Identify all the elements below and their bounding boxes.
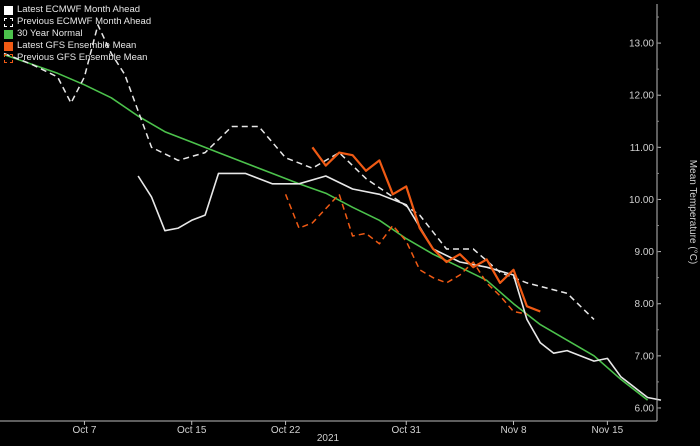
series-line-previous-gfs-ensemble-mean	[284, 193, 528, 315]
series-line-latest-ecmwf-month-ahead	[137, 172, 662, 401]
y-tick-label: 11.00	[630, 143, 655, 154]
x-tick-label: Oct 31	[392, 425, 422, 436]
x-tick-label: Oct 22	[271, 425, 301, 436]
legend-item-latest-ecmwf-month-ahead: Latest ECMWF Month Ahead	[4, 4, 151, 16]
y-axis-title: Mean Temperature (°C)	[687, 160, 698, 264]
legend-swatch	[4, 29, 13, 39]
series-layer	[3, 24, 662, 401]
x-axis-title: 2021	[317, 433, 340, 444]
y-tick-label: 10.00	[629, 195, 654, 206]
series-line-30-year-normal	[3, 53, 649, 401]
legend: Latest ECMWF Month Ahead Previous ECMWF M…	[4, 4, 151, 64]
legend-label: Previous ECMWF Month Ahead	[17, 16, 152, 27]
x-tick-label: Nov 15	[592, 425, 624, 436]
y-tick-label: 13.00	[629, 39, 654, 50]
series-line-previous-ecmwf-month-ahead	[3, 24, 595, 320]
legend-item-latest-gfs-ensemble-mean: Latest GFS Ensemble Mean	[4, 40, 151, 52]
legend-swatch	[4, 53, 13, 63]
x-tick-label: Nov 8	[500, 425, 527, 436]
y-tick-label: 12.00	[629, 91, 654, 102]
legend-swatch	[4, 17, 13, 27]
legend-label: Latest ECMWF Month Ahead	[17, 4, 141, 15]
ticks-layer: 6.00 7.00 8.00 9.00 10.00 11.00 12.00 13.00 Oct …	[72, 16, 661, 436]
legend-label: 30 Year Normal	[17, 28, 83, 39]
legend-label: Latest GFS Ensemble Mean	[17, 40, 137, 51]
y-tick-label: 9.00	[635, 247, 655, 258]
y-tick-label: 6.00	[635, 403, 655, 414]
y-tick-label: 8.00	[635, 299, 655, 310]
legend-item-30-year-normal: 30 Year Normal	[4, 28, 151, 40]
y-tick-label: 7.00	[635, 351, 655, 362]
legend-item-previous-gfs-ensemble-mean: Previous GFS Ensemble Mean	[4, 52, 151, 64]
x-tick-label: Oct 15	[177, 425, 207, 436]
legend-swatch	[4, 41, 13, 51]
x-tick-label: Oct 7	[72, 425, 96, 436]
legend-item-previous-ecmwf-month-ahead: Previous ECMWF Month Ahead	[4, 16, 151, 28]
legend-label: Previous GFS Ensemble Mean	[17, 52, 148, 63]
axes-layer	[0, 4, 658, 422]
legend-swatch	[4, 5, 13, 15]
series-line-latest-gfs-ensemble-mean	[311, 146, 541, 313]
